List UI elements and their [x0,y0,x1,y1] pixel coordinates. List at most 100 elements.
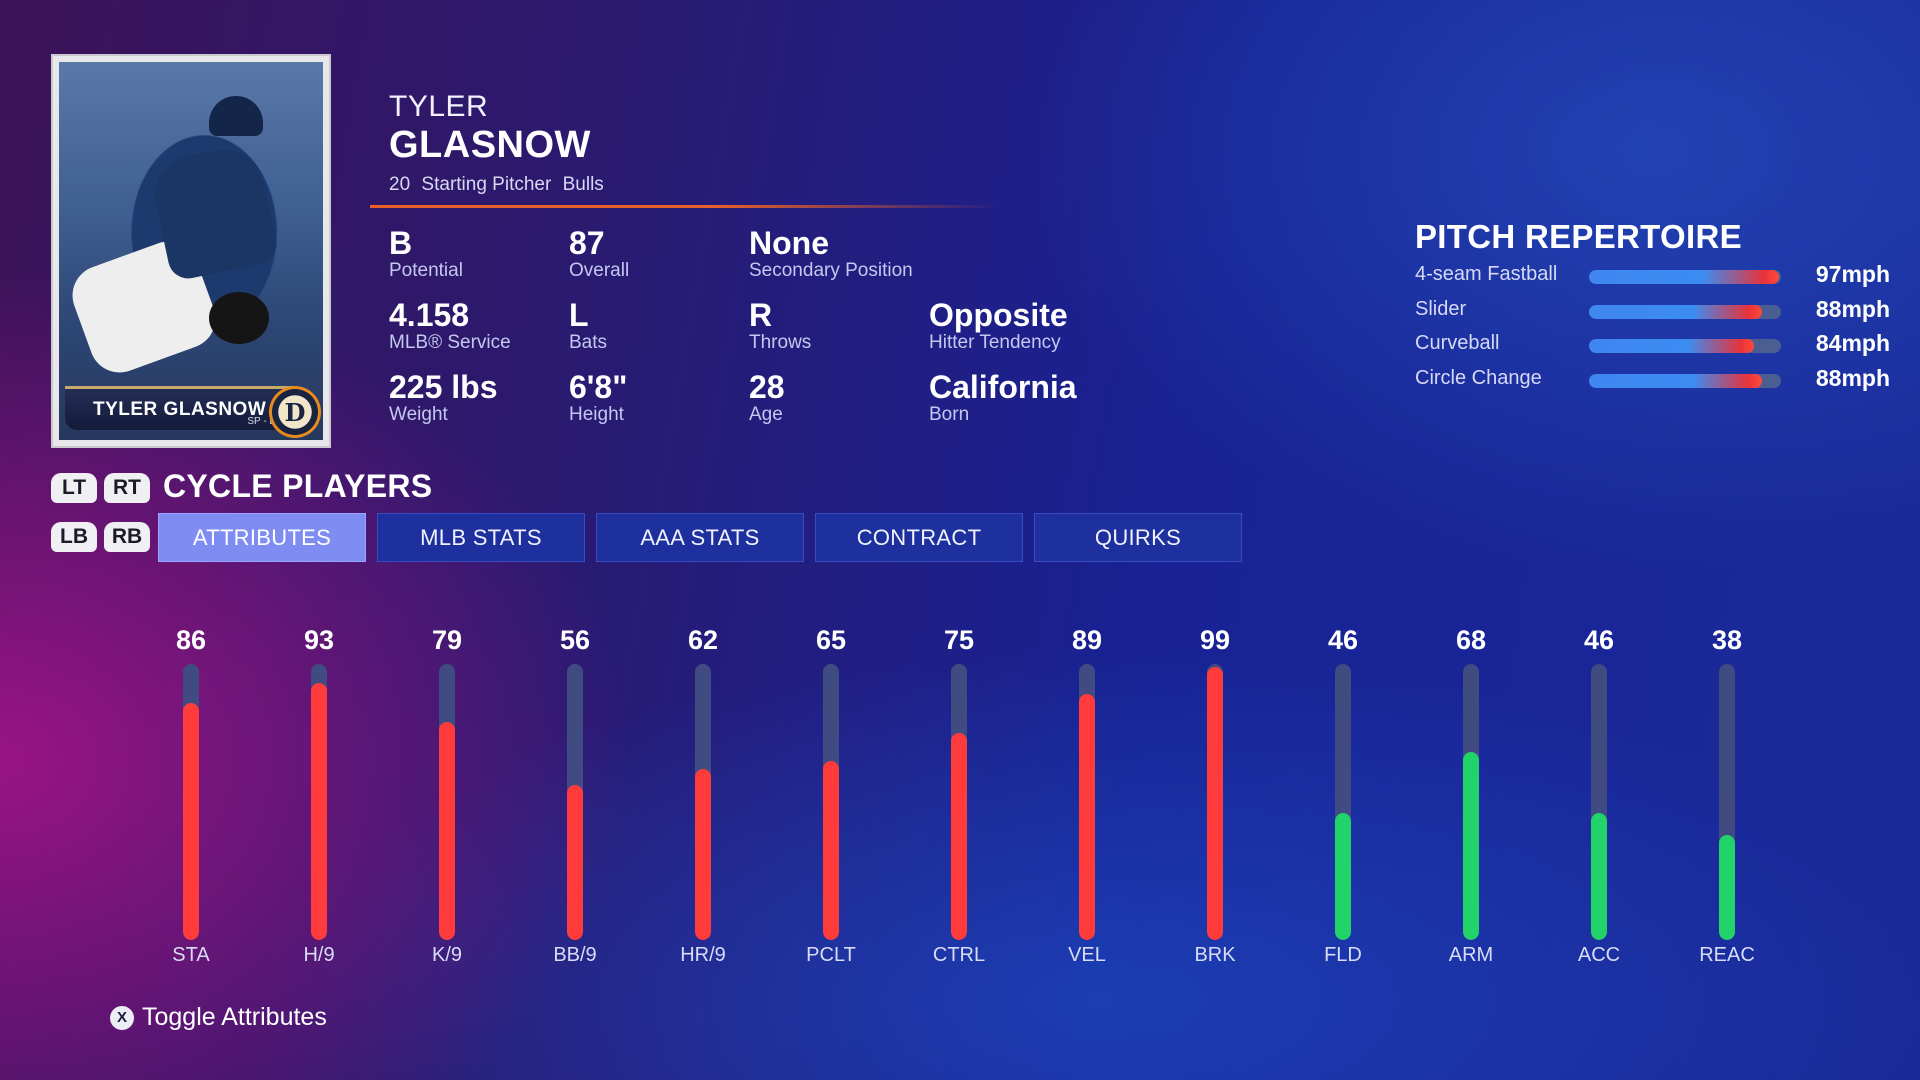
attribute-bar [1335,813,1351,940]
attribute-label: BB/9 [553,944,597,966]
attribute-track [311,664,327,940]
attribute-track [1079,664,1095,940]
pitch-speed: 88mph [1815,364,1890,391]
pitch-row: Curveball 84mph [1415,328,1890,362]
pitch-speed-bar [1589,373,1762,388]
pitch-speed-bar [1589,304,1762,319]
pitch-speed-track [1589,304,1781,319]
pitch-name: Circle Change [1415,366,1542,389]
pitch-speed-track [1589,373,1781,388]
attribute-bar [183,702,199,940]
attribute-value: 62 [687,625,719,655]
x-button-icon: X [110,1005,134,1030]
player-first-name: TYLER [389,90,489,123]
attribute-bar [1719,835,1735,940]
pitch-speed: 88mph [1815,295,1890,322]
attribute-label: K/9 [431,944,463,966]
info-weight: 225 lbs Weight [389,369,498,425]
player-photo: TYLER GLASNOW SP - L/R D [59,62,323,440]
rb-button[interactable]: RB [104,522,150,552]
attribute-label: REAC [1699,944,1755,966]
attribute-bar [311,683,327,940]
attribute-bar [1463,752,1479,940]
player-number: 20 [389,174,411,195]
toggle-attributes-prompt[interactable]: X Toggle Attributes [110,1003,327,1032]
tab-quirks[interactable]: QUIRKS [1034,513,1242,562]
attribute-track [951,664,967,940]
pitch-name: Slider [1415,297,1467,320]
card-player-name: TYLER GLASNOW [93,398,267,420]
pitch-speed: 84mph [1815,330,1890,356]
attribute-track [567,664,583,940]
attribute-label: BRK [1194,944,1236,966]
attribute-track [1463,664,1479,940]
attribute-bar [823,760,839,940]
info-age: 28 Age [749,369,785,425]
attribute-label: HR/9 [680,944,726,966]
tab-mlb-stats[interactable]: MLB STATS [377,513,585,562]
attribute-label: CTRL [932,944,986,966]
info-throws: R Throws [749,297,812,353]
card-position: SP - L/R [247,416,285,427]
info-overall: 87 Overall [569,225,630,281]
lb-button[interactable]: LB [51,522,97,552]
info-hitter-tendency: Opposite Hitter Tendency [929,297,1068,353]
attribute-bar [439,721,455,940]
info-height: 6'8" Height [569,369,628,425]
attribute-value: 93 [303,625,335,655]
attribute-bar [567,785,583,940]
attribute-bar [695,768,711,940]
attribute-bar [1591,813,1607,940]
pitch-name: 4-seam Fastball [1415,263,1558,285]
attribute-value: 56 [559,625,591,655]
attribute-track [439,664,455,940]
pitch-repertoire-title: PITCH REPERTOIRE [1415,218,1742,255]
attribute-bar [1207,666,1223,940]
attribute-bar [951,733,967,940]
attribute-track [1335,664,1351,940]
card-nameplate: TYLER GLASNOW SP - L/R [65,386,295,430]
tab-aaa-stats[interactable]: AAA STATS [596,513,804,562]
player-team: Bulls [562,174,604,195]
pitch-speed-bar [1589,270,1780,284]
pitch-speed: 97mph [1815,261,1890,287]
attribute-label: ARM [1448,944,1494,966]
tab-attributes[interactable]: ATTRIBUTES [158,513,366,562]
player-position: Starting Pitcher [421,174,552,195]
player-last-name: GLASNOW [389,124,591,166]
attribute-bar [1079,694,1095,940]
toggle-attributes-label: Toggle Attributes [142,1003,327,1031]
pitch-row: 4-seam Fastball 97mph [1415,259,1890,293]
attribute-value: 46 [1583,625,1615,655]
pitch-speed-bar [1589,339,1755,353]
attribute-value: 68 [1455,625,1487,655]
attribute-value: 65 [815,625,847,655]
attribute-label: PCLT [806,944,856,966]
attribute-label: H/9 [303,944,335,966]
pitch-row: Circle Change 88mph [1415,363,1890,397]
info-mlb-service: 4.158 MLB® Service [389,297,511,353]
attribute-value: 46 [1327,625,1359,655]
attribute-label: VEL [1068,944,1106,966]
attribute-value: 89 [1071,625,1103,655]
info-potential: B Potential [389,225,463,281]
attribute-track [823,664,839,940]
pitch-speed-track [1589,339,1781,353]
attribute-track [1719,664,1735,940]
pitch-name: Curveball [1415,332,1500,354]
pitch-speed-track [1589,270,1781,284]
info-secondary-position: None Secondary Position [749,225,913,281]
team-logo-icon: D [269,386,321,438]
header-divider [370,205,1000,208]
attribute-label: ACC [1577,944,1621,966]
attribute-value: 99 [1199,625,1231,655]
player-subline: 20 Starting Pitcher Bulls [389,174,610,196]
cycle-players-label: CYCLE PLAYERS [163,468,433,504]
info-born: California Born [929,369,1077,425]
attribute-label: STA [172,944,210,966]
attribute-track [695,664,711,940]
lt-button[interactable]: LT [51,473,97,503]
player-card: TYLER GLASNOW SP - L/R D [51,54,331,448]
tab-contract[interactable]: CONTRACT [815,513,1023,562]
rt-button[interactable]: RT [104,473,150,503]
